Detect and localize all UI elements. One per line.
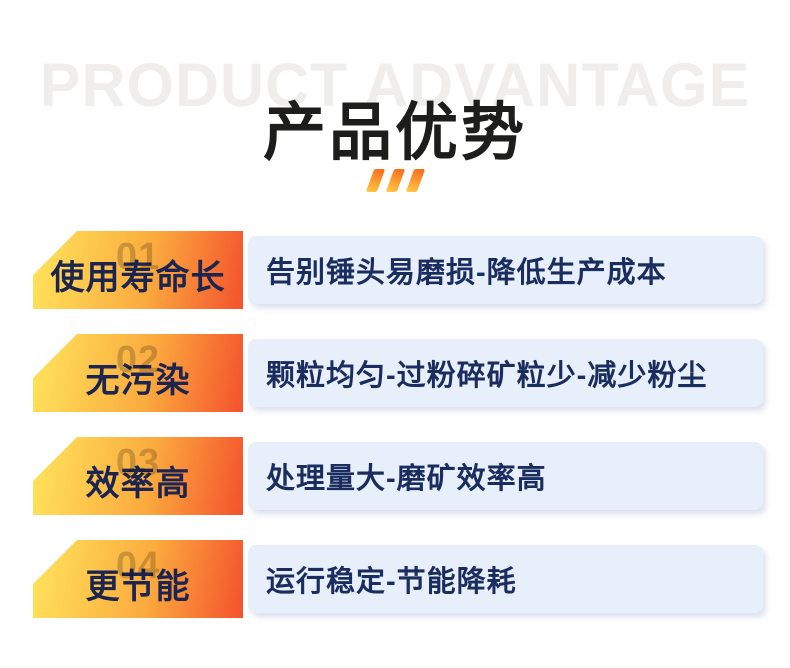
advantage-badge: 01 使用寿命长 xyxy=(33,231,243,309)
advantage-description: 处理量大-磨矿效率高 xyxy=(266,463,547,495)
badge-label: 更节能 xyxy=(85,568,191,606)
slash-icon xyxy=(385,169,405,192)
advantage-description-box: 告别锤头易磨损-降低生产成本 xyxy=(248,236,763,304)
advantage-list: 01 使用寿命长 告别锤头易磨损-降低生产成本 02 无污染 颗粒均匀-过粉碎矿… xyxy=(33,231,763,643)
advantage-row: 02 无污染 颗粒均匀-过粉碎矿粒少-减少粉尘 xyxy=(33,334,763,412)
advantage-description: 颗粒均匀-过粉碎矿粒少-减少粉尘 xyxy=(266,360,708,392)
badge-label: 效率高 xyxy=(85,465,191,503)
advantage-description-box: 运行稳定-节能降耗 xyxy=(248,545,763,613)
watermark-text: PRODUCT ADVANTAGE xyxy=(39,51,751,119)
advantage-badge: 03 效率高 xyxy=(33,437,243,515)
badge-number: 04 xyxy=(115,545,161,587)
badge-label: 无污染 xyxy=(85,362,191,400)
advantage-badge: 02 无污染 xyxy=(33,334,243,412)
advantage-row: 04 更节能 运行稳定-节能降耗 xyxy=(33,540,763,618)
advantage-description: 运行稳定-节能降耗 xyxy=(266,566,517,598)
slashes-decoration xyxy=(0,169,790,192)
badge-number: 03 xyxy=(115,442,161,484)
badge-number: 02 xyxy=(115,339,161,381)
advantage-description-box: 处理量大-磨矿效率高 xyxy=(248,442,763,510)
advantage-row: 01 使用寿命长 告别锤头易磨损-降低生产成本 xyxy=(33,231,763,309)
advantage-row: 03 效率高 处理量大-磨矿效率高 xyxy=(33,437,763,515)
advantage-description: 告别锤头易磨损-降低生产成本 xyxy=(266,257,667,289)
page-title: 产品优势 xyxy=(263,98,527,168)
advantage-badge: 04 更节能 xyxy=(33,540,243,618)
slash-icon xyxy=(405,169,425,192)
badge-label: 使用寿命长 xyxy=(50,259,226,297)
slash-icon xyxy=(365,169,385,192)
badge-number: 01 xyxy=(115,236,161,278)
advantage-description-box: 颗粒均匀-过粉碎矿粒少-减少粉尘 xyxy=(248,339,763,407)
